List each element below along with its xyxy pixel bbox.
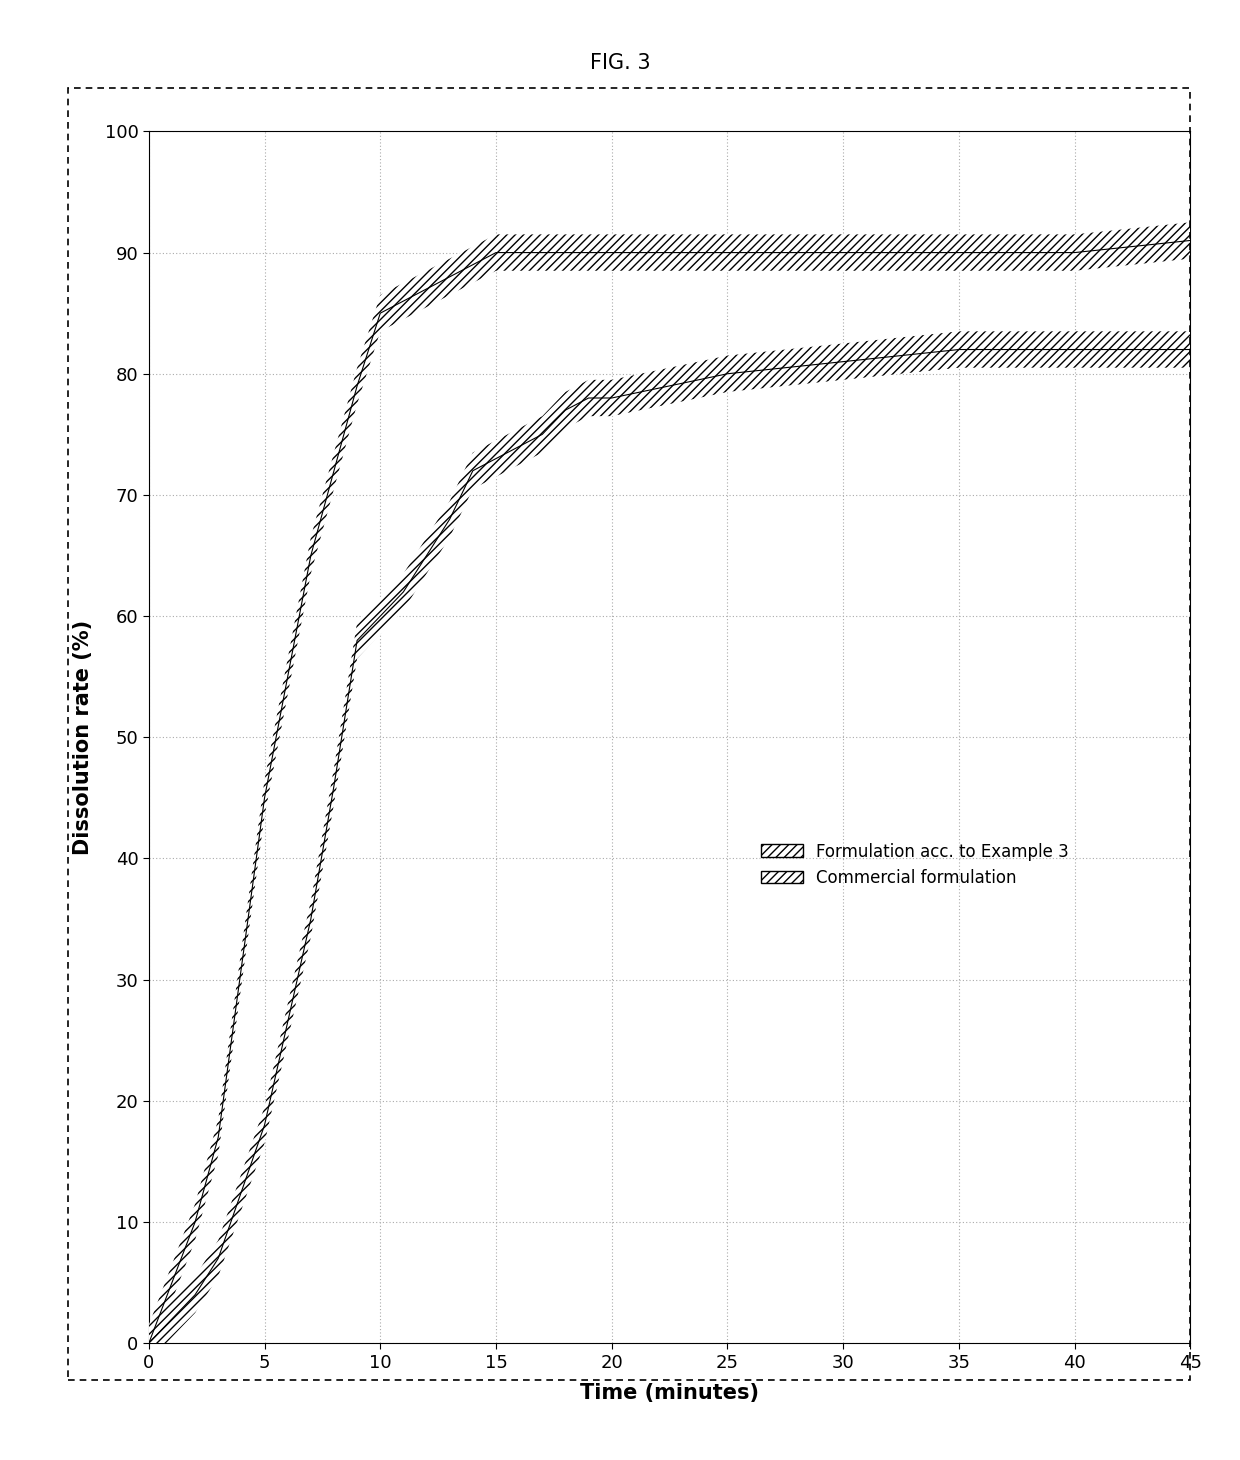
Text: FIG. 3: FIG. 3 xyxy=(590,53,650,73)
X-axis label: Time (minutes): Time (minutes) xyxy=(580,1383,759,1403)
Y-axis label: Dissolution rate (%): Dissolution rate (%) xyxy=(73,619,93,856)
Legend: Formulation acc. to Example 3, Commercial formulation: Formulation acc. to Example 3, Commercia… xyxy=(761,842,1069,886)
